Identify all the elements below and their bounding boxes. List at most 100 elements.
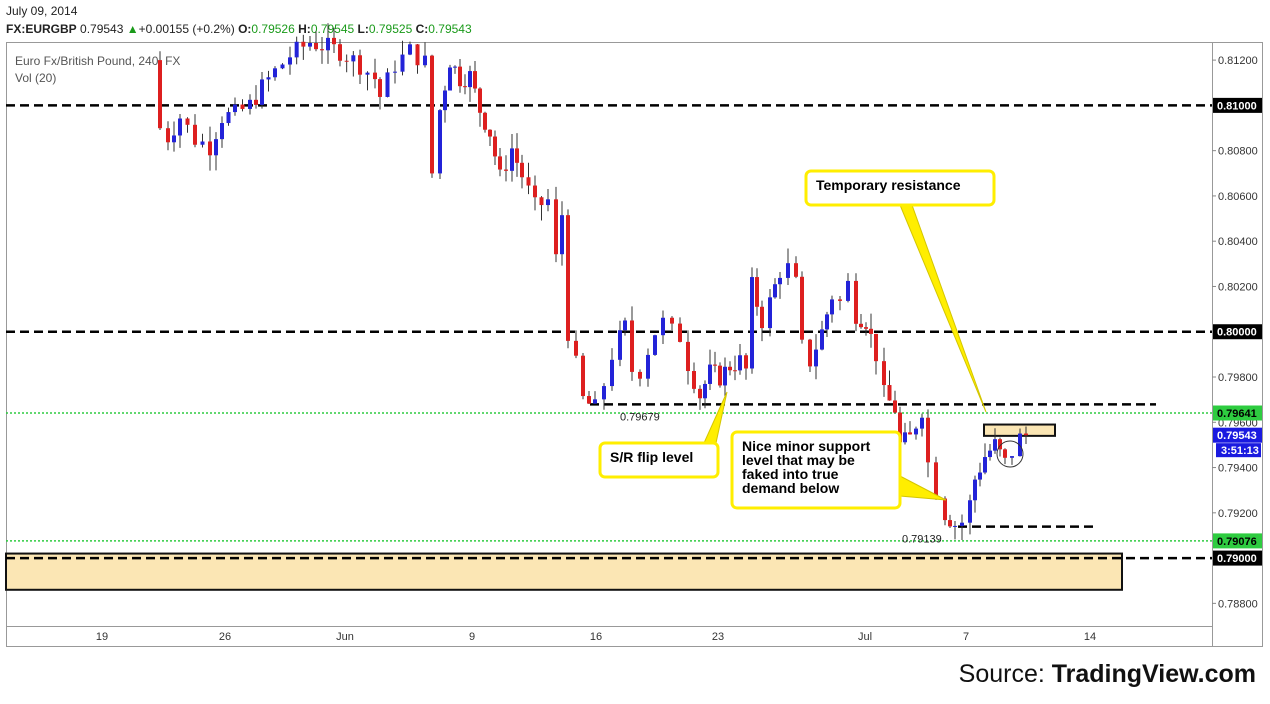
high-value: 0.79545 — [310, 22, 355, 36]
candle-body — [294, 41, 299, 58]
candle-body — [400, 54, 405, 72]
candle — [587, 391, 591, 404]
candle-body — [468, 71, 472, 88]
candle-body — [430, 55, 434, 174]
candle-body — [248, 99, 252, 109]
candle-body — [638, 371, 642, 379]
candle — [713, 351, 717, 373]
candle-body — [661, 317, 665, 336]
candle — [887, 370, 892, 401]
candle-body — [602, 386, 606, 400]
candle — [200, 133, 205, 148]
candle — [755, 268, 759, 316]
candle — [670, 316, 674, 330]
time-axis-frame — [6, 626, 1213, 647]
y-tick-label: 0.79800 — [1218, 372, 1258, 384]
candle-body — [973, 479, 977, 501]
candle-body — [208, 141, 212, 156]
countdown-bg — [1216, 443, 1261, 458]
x-tick-label: 19 — [96, 631, 108, 643]
candle — [618, 320, 622, 367]
y-tick-label: 0.80600 — [1218, 191, 1258, 203]
source-prefix: Source: — [958, 660, 1045, 688]
candle-body — [854, 280, 858, 324]
price-label: 0.79076 — [1217, 536, 1257, 548]
x-tick-label: Jun — [336, 631, 354, 643]
candle-body — [808, 339, 812, 367]
candle — [692, 362, 696, 394]
candle-body — [744, 355, 748, 369]
candle — [240, 99, 245, 112]
y-tick-label: 0.80800 — [1218, 146, 1258, 158]
candle-body — [610, 359, 614, 387]
candle — [968, 494, 972, 535]
candle-body — [953, 525, 957, 527]
sr-flip-level-text: S/R flip level — [610, 449, 693, 465]
x-tick-label: 7 — [963, 631, 969, 643]
y-tick-label: 0.79400 — [1218, 463, 1258, 475]
candle — [338, 39, 342, 67]
candle — [385, 68, 390, 98]
candle — [602, 383, 606, 410]
candle-body — [214, 139, 218, 156]
candle — [351, 51, 356, 77]
candle — [520, 154, 524, 189]
candle-body — [554, 199, 558, 255]
candle-body — [738, 355, 742, 371]
x-tick-label: 14 — [1084, 631, 1096, 643]
candle-body — [254, 99, 258, 105]
candle — [953, 520, 957, 540]
candle — [926, 409, 930, 478]
candle — [463, 74, 467, 95]
candle — [314, 31, 318, 52]
open-value: 0.79526 — [251, 22, 295, 36]
candle-body — [574, 340, 578, 356]
candle-body — [908, 432, 912, 435]
y-tick-label: 0.79200 — [1218, 508, 1258, 520]
candle-body — [653, 335, 657, 355]
candle-body — [750, 277, 754, 369]
candle — [830, 295, 834, 323]
candle-body — [968, 500, 972, 523]
candle — [698, 385, 702, 410]
candle-body — [473, 71, 477, 89]
candle-body — [887, 385, 892, 401]
candle-body — [504, 169, 508, 171]
sr-flip-level-callout: S/R flip level — [598, 391, 728, 479]
candle-body — [869, 328, 873, 334]
candle — [539, 196, 544, 221]
candle — [846, 273, 850, 303]
candle-body — [178, 118, 182, 136]
candle — [581, 353, 585, 400]
candle — [623, 317, 627, 336]
price-label: 0.79543 — [1217, 430, 1257, 442]
candle — [778, 271, 782, 299]
candle-body — [914, 428, 918, 435]
countdown-label: 3:51:13 — [1221, 445, 1259, 457]
minor-support-pointer — [899, 475, 947, 501]
candle — [914, 426, 918, 440]
candle — [280, 63, 285, 70]
candle-body — [820, 329, 824, 350]
candle — [820, 320, 824, 351]
candle — [948, 514, 952, 528]
candle-body — [488, 129, 492, 137]
candle — [738, 344, 742, 375]
candle-body — [988, 450, 992, 458]
candle — [260, 71, 264, 109]
candle-body — [898, 412, 902, 443]
candle-body — [587, 396, 591, 404]
candle — [533, 175, 537, 211]
candle — [226, 107, 231, 126]
candle — [893, 390, 897, 414]
candle-body — [1010, 456, 1014, 458]
candle — [750, 267, 754, 374]
candle-body — [993, 439, 997, 451]
candle — [638, 369, 642, 387]
symbol-name[interactable]: FX:EURGBP — [6, 22, 77, 36]
candle-body — [280, 64, 285, 69]
candle-body — [670, 317, 674, 324]
candle-body — [983, 457, 987, 473]
